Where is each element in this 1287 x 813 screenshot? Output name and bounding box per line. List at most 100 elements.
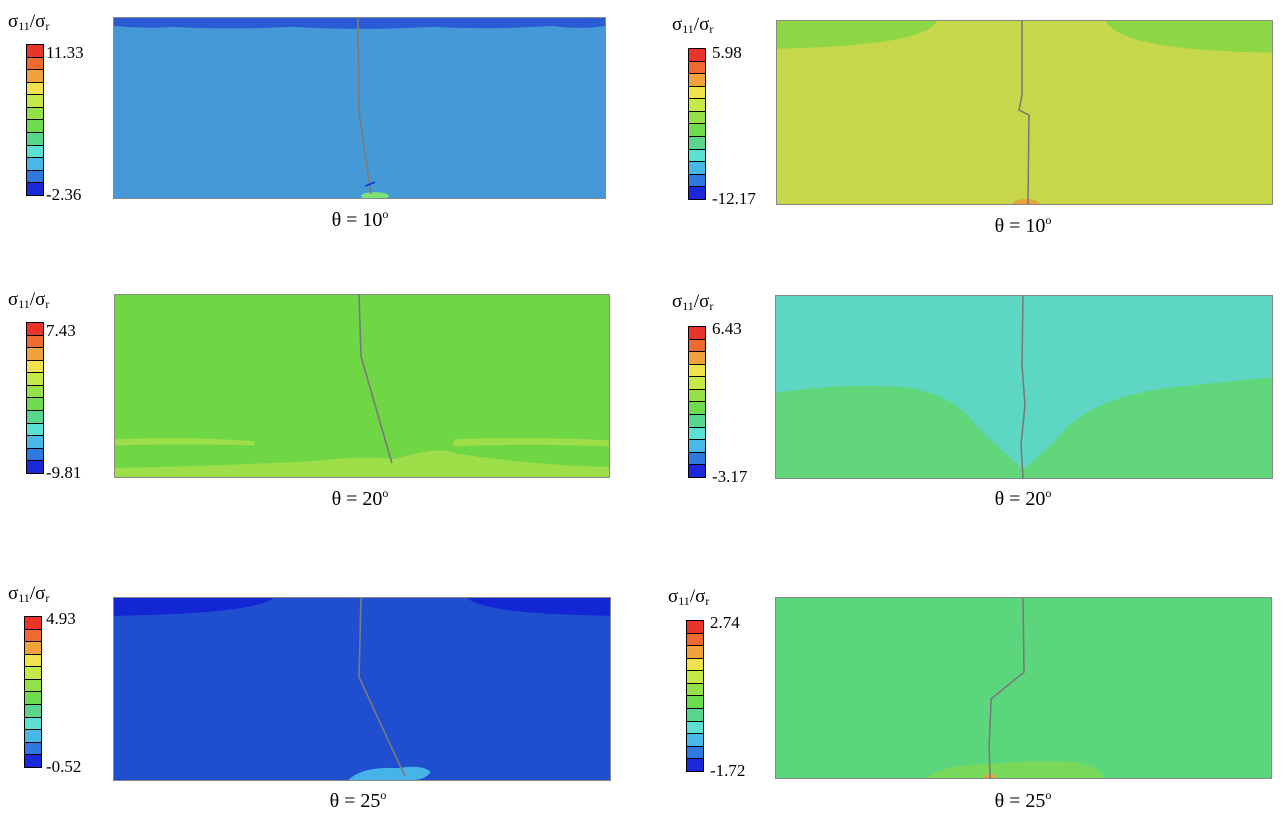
legend-color-cell — [27, 461, 43, 473]
legend-min-label: -12.17 — [712, 189, 756, 208]
legend-color-cell — [27, 436, 43, 449]
legend-color-cell — [27, 423, 43, 437]
legend-color-cell — [27, 158, 43, 171]
legend-color-cell — [27, 385, 43, 399]
legend-color-cell — [27, 411, 43, 424]
legend-color-cell — [687, 734, 703, 747]
legend-title: σ11/σr — [8, 11, 50, 33]
stress-contour-plot — [776, 20, 1273, 205]
legend-color-cell — [25, 617, 41, 630]
legend-color-cell — [687, 746, 703, 760]
legend-color-cell — [27, 348, 43, 361]
legend-color-cell — [689, 364, 705, 378]
legend-color-cell — [687, 709, 703, 722]
legend-min-label: -9.81 — [46, 463, 82, 482]
legend-color-cell — [689, 440, 705, 453]
stress-contour-plot — [113, 597, 611, 781]
legend-color-cell — [689, 162, 705, 175]
legend-max-label: 4.93 — [46, 609, 76, 628]
legend-min-label: -3.17 — [712, 467, 748, 486]
legend-color-cell — [687, 621, 703, 634]
legend-color-cell — [689, 124, 705, 138]
legend-color-cell — [687, 671, 703, 684]
legend-color-cell — [25, 742, 41, 756]
theta-caption: θ = 10o — [331, 207, 389, 231]
legend-color-cell — [27, 133, 43, 146]
legend-max-label: 11.33 — [46, 43, 84, 62]
legend-color-cell — [25, 730, 41, 743]
legend-color-cell — [25, 654, 41, 668]
legend-min-label: -1.72 — [710, 761, 746, 780]
legend-title: σ11/σr — [8, 289, 50, 311]
legend-color-cell — [27, 360, 43, 374]
color-legend-bar — [24, 616, 42, 768]
legend-color-cell — [689, 174, 705, 188]
stress-contour-plot — [775, 295, 1273, 479]
color-legend-bar — [688, 326, 706, 478]
legend-color-cell — [25, 642, 41, 655]
legend-color-cell — [687, 646, 703, 659]
legend-title: σ11/σr — [672, 291, 714, 313]
legend-color-cell — [689, 149, 705, 163]
legend-color-cell — [689, 86, 705, 100]
legend-color-cell — [27, 398, 43, 412]
theta-caption: θ = 20o — [994, 486, 1052, 510]
legend-color-cell — [687, 683, 703, 697]
theta-caption: θ = 20o — [331, 486, 389, 510]
legend-color-cell — [27, 323, 43, 336]
legend-max-label: 2.74 — [710, 613, 740, 632]
legend-color-cell — [27, 107, 43, 121]
legend-color-cell — [689, 339, 705, 353]
theta-caption: θ = 25o — [329, 788, 387, 812]
legend-color-cell — [689, 377, 705, 390]
legend-color-cell — [687, 633, 703, 647]
color-legend-bar — [686, 620, 704, 772]
legend-color-cell — [689, 389, 705, 403]
legend-color-cell — [25, 629, 41, 643]
stress-contour-plot — [114, 294, 610, 478]
color-legend-bar — [688, 48, 706, 200]
legend-color-cell — [25, 705, 41, 718]
legend-color-cell — [689, 452, 705, 466]
legend-title: σ11/σr — [672, 14, 714, 36]
color-legend-bar — [26, 322, 44, 474]
legend-color-cell — [27, 373, 43, 386]
legend-color-cell — [25, 679, 41, 693]
legend-color-cell — [687, 696, 703, 710]
legend-color-cell — [687, 658, 703, 672]
legend-title: σ11/σr — [8, 583, 50, 605]
legend-color-cell — [689, 61, 705, 75]
legend-color-cell — [27, 145, 43, 159]
legend-color-cell — [689, 402, 705, 416]
legend-color-cell — [689, 415, 705, 428]
legend-color-cell — [27, 170, 43, 184]
legend-color-cell — [687, 721, 703, 735]
legend-color-cell — [25, 667, 41, 680]
legend-color-cell — [27, 82, 43, 96]
legend-color-cell — [689, 111, 705, 125]
legend-color-cell — [27, 70, 43, 83]
legend-color-cell — [687, 759, 703, 771]
legend-color-cell — [689, 187, 705, 199]
legend-color-cell — [689, 427, 705, 441]
theta-caption: θ = 25o — [994, 788, 1052, 812]
legend-color-cell — [689, 327, 705, 340]
legend-color-cell — [25, 692, 41, 706]
legend-max-label: 7.43 — [46, 321, 76, 340]
stress-contour-plot — [775, 597, 1272, 779]
legend-color-cell — [27, 335, 43, 349]
legend-min-label: -2.36 — [46, 185, 82, 204]
legend-color-cell — [27, 448, 43, 462]
legend-color-cell — [689, 465, 705, 477]
legend-color-cell — [27, 95, 43, 108]
theta-caption: θ = 10o — [994, 213, 1052, 237]
legend-color-cell — [25, 717, 41, 731]
legend-color-cell — [689, 74, 705, 87]
legend-color-cell — [27, 45, 43, 58]
stress-contour-plot — [113, 17, 606, 199]
legend-color-cell — [689, 99, 705, 112]
legend-color-cell — [27, 57, 43, 71]
legend-color-cell — [27, 183, 43, 195]
legend-color-cell — [689, 137, 705, 150]
legend-color-cell — [689, 49, 705, 62]
